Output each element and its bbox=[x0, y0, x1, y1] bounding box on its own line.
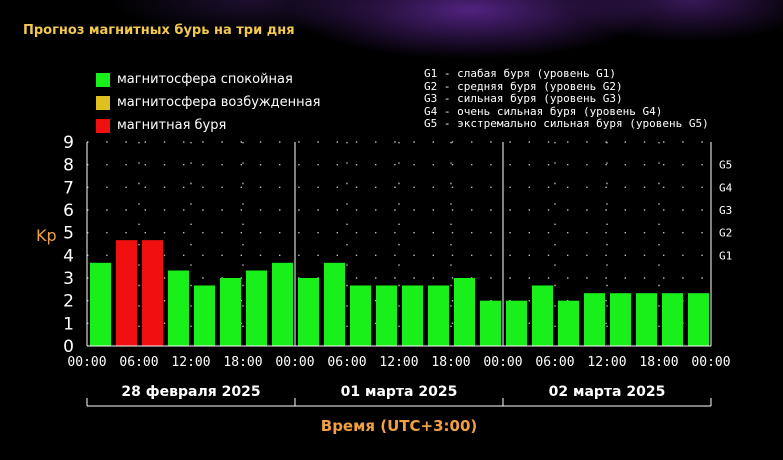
legend-swatch-calm bbox=[96, 72, 110, 87]
kp-bar bbox=[168, 270, 189, 346]
kp-bar bbox=[532, 285, 553, 346]
g-level-5: G5 - экстремально сильная буря (уровень … bbox=[424, 117, 709, 130]
x-tick-label: 12:00 bbox=[587, 355, 626, 370]
g-axis-label: G3 bbox=[719, 204, 732, 217]
legend-item-storm: магнитная буря bbox=[96, 114, 320, 137]
g-axis-label: G2 bbox=[719, 227, 732, 240]
y-tick-label: 7 bbox=[63, 178, 74, 198]
x-tick-label: 18:00 bbox=[431, 355, 470, 370]
x-tick-label: 06:00 bbox=[327, 355, 366, 370]
g-level-1: G1 - слабая буря (уровень G1) bbox=[424, 67, 617, 80]
x-tick-label: 00:00 bbox=[67, 355, 106, 370]
y-tick-label: 5 bbox=[63, 224, 74, 244]
kp-bar bbox=[558, 300, 579, 346]
g-level-2: G2 - средняя буря (уровень G2) bbox=[424, 79, 623, 93]
x-tick-label: 00:00 bbox=[691, 355, 730, 370]
kp-bar bbox=[610, 293, 631, 346]
g-axis-label: G5 bbox=[719, 159, 732, 172]
kp-bar bbox=[194, 285, 215, 346]
kp-bar bbox=[220, 278, 241, 346]
kp-bar bbox=[402, 285, 423, 346]
kp-bar bbox=[90, 262, 111, 346]
kp-bar bbox=[662, 293, 683, 346]
kp-bar bbox=[688, 293, 709, 346]
x-tick-label: 18:00 bbox=[639, 355, 678, 370]
g-level-4: G4 - очень сильная буря (уровень G4) bbox=[424, 104, 663, 118]
kp-bar bbox=[428, 285, 449, 346]
kp-bar bbox=[350, 285, 371, 346]
kp-bar bbox=[584, 293, 605, 346]
kp-bar bbox=[506, 300, 527, 346]
y-tick-label: 6 bbox=[63, 201, 74, 221]
kp-bar bbox=[636, 293, 657, 346]
x-tick-label: 06:00 bbox=[535, 355, 574, 370]
legend-item-calm: магнитосфера спокойная bbox=[96, 68, 320, 91]
day-label: 28 февраля 2025 bbox=[121, 384, 260, 400]
kp-bar bbox=[246, 270, 267, 346]
kp-bar bbox=[142, 240, 163, 346]
legend-swatch-excited bbox=[96, 95, 110, 110]
kp-bar bbox=[298, 278, 319, 346]
legend-label-storm: магнитная буря bbox=[117, 118, 227, 133]
g-axis-label: G1 bbox=[719, 249, 732, 262]
g-level-legend: G1 - слабая буря (уровень G1) G2 - средн… bbox=[424, 67, 709, 131]
x-tick-label: 12:00 bbox=[171, 355, 210, 370]
kp-bar bbox=[272, 262, 293, 346]
y-tick-label: 0 bbox=[63, 337, 74, 357]
y-axis-title: Kp bbox=[36, 226, 57, 245]
legend-item-excited: магнитосфера возбужденная bbox=[96, 91, 320, 114]
x-tick-label: 00:00 bbox=[483, 355, 522, 370]
y-tick-label: 8 bbox=[63, 156, 74, 176]
y-tick-label: 9 bbox=[63, 133, 74, 153]
day-label: 01 марта 2025 bbox=[341, 384, 458, 400]
y-tick-label: 2 bbox=[63, 292, 74, 312]
x-tick-label: 18:00 bbox=[223, 355, 262, 370]
kp-bar bbox=[324, 262, 345, 346]
y-tick-label: 4 bbox=[63, 246, 74, 266]
kp-bar bbox=[454, 278, 475, 346]
status-legend: магнитосфера спокойная магнитосфера возб… bbox=[96, 68, 320, 137]
g-level-3: G3 - сильная буря (уровень G3) bbox=[424, 92, 623, 105]
g-axis-label: G4 bbox=[719, 181, 733, 194]
x-axis-title: Время (UTC+3:00) bbox=[321, 417, 477, 435]
x-tick-label: 12:00 bbox=[379, 355, 418, 370]
y-tick-label: 3 bbox=[63, 269, 74, 289]
legend-swatch-storm bbox=[96, 118, 110, 133]
x-tick-label: 00:00 bbox=[275, 355, 314, 370]
page-title: Прогноз магнитных бурь на три дня bbox=[23, 23, 295, 38]
y-tick-label: 1 bbox=[63, 314, 74, 334]
legend-label-calm: магнитосфера спокойная bbox=[117, 72, 293, 87]
kp-bar bbox=[376, 285, 397, 346]
legend-label-excited: магнитосфера возбужденная bbox=[117, 95, 321, 110]
kp-bar bbox=[480, 300, 501, 346]
day-label: 02 марта 2025 bbox=[549, 384, 666, 400]
x-tick-label: 06:00 bbox=[119, 355, 158, 370]
kp-bar bbox=[116, 240, 137, 346]
